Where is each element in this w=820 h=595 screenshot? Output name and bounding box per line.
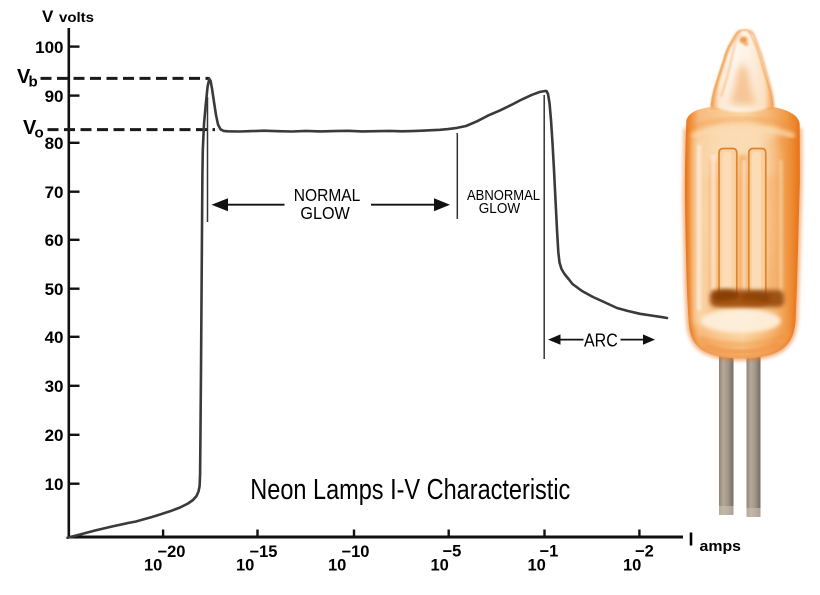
svg-text:20: 20 bbox=[45, 426, 64, 445]
svg-text:10: 10 bbox=[45, 475, 64, 494]
svg-text:V: V bbox=[23, 117, 37, 139]
svg-text:GLOW: GLOW bbox=[300, 203, 350, 223]
svg-text:−20: −20 bbox=[158, 543, 186, 561]
svg-text:10: 10 bbox=[328, 557, 346, 575]
svg-text:100: 100 bbox=[35, 38, 63, 57]
svg-text:Neon Lamps I-V Characteristic: Neon Lamps I-V Characteristic bbox=[250, 474, 570, 506]
svg-text:o: o bbox=[35, 125, 44, 142]
svg-text:b: b bbox=[29, 74, 38, 91]
svg-text:10: 10 bbox=[144, 557, 162, 575]
svg-text:30: 30 bbox=[45, 377, 64, 396]
svg-text:I: I bbox=[689, 530, 694, 550]
svg-text:70: 70 bbox=[45, 183, 64, 202]
svg-text:amps: amps bbox=[700, 539, 742, 555]
svg-text:NORMAL: NORMAL bbox=[294, 185, 361, 205]
svg-text:10: 10 bbox=[528, 557, 546, 575]
svg-text:90: 90 bbox=[45, 87, 64, 106]
svg-text:−1: −1 bbox=[540, 543, 559, 561]
svg-text:volts: volts bbox=[59, 9, 94, 25]
svg-text:10: 10 bbox=[623, 557, 641, 575]
svg-text:40: 40 bbox=[45, 328, 64, 347]
svg-text:10: 10 bbox=[431, 557, 449, 575]
svg-text:50: 50 bbox=[45, 280, 64, 299]
svg-text:ABNORMAL: ABNORMAL bbox=[467, 188, 540, 204]
svg-text:−10: −10 bbox=[342, 543, 370, 561]
svg-text:−5: −5 bbox=[443, 543, 462, 561]
svg-text:10: 10 bbox=[236, 557, 254, 575]
svg-text:ARC: ARC bbox=[584, 331, 618, 351]
svg-text:V: V bbox=[42, 7, 54, 26]
svg-text:−2: −2 bbox=[635, 543, 654, 561]
svg-text:−15: −15 bbox=[250, 543, 278, 561]
svg-text:V: V bbox=[17, 66, 31, 88]
svg-text:80: 80 bbox=[45, 134, 64, 153]
svg-text:60: 60 bbox=[45, 231, 64, 250]
svg-text:GLOW: GLOW bbox=[479, 201, 521, 217]
